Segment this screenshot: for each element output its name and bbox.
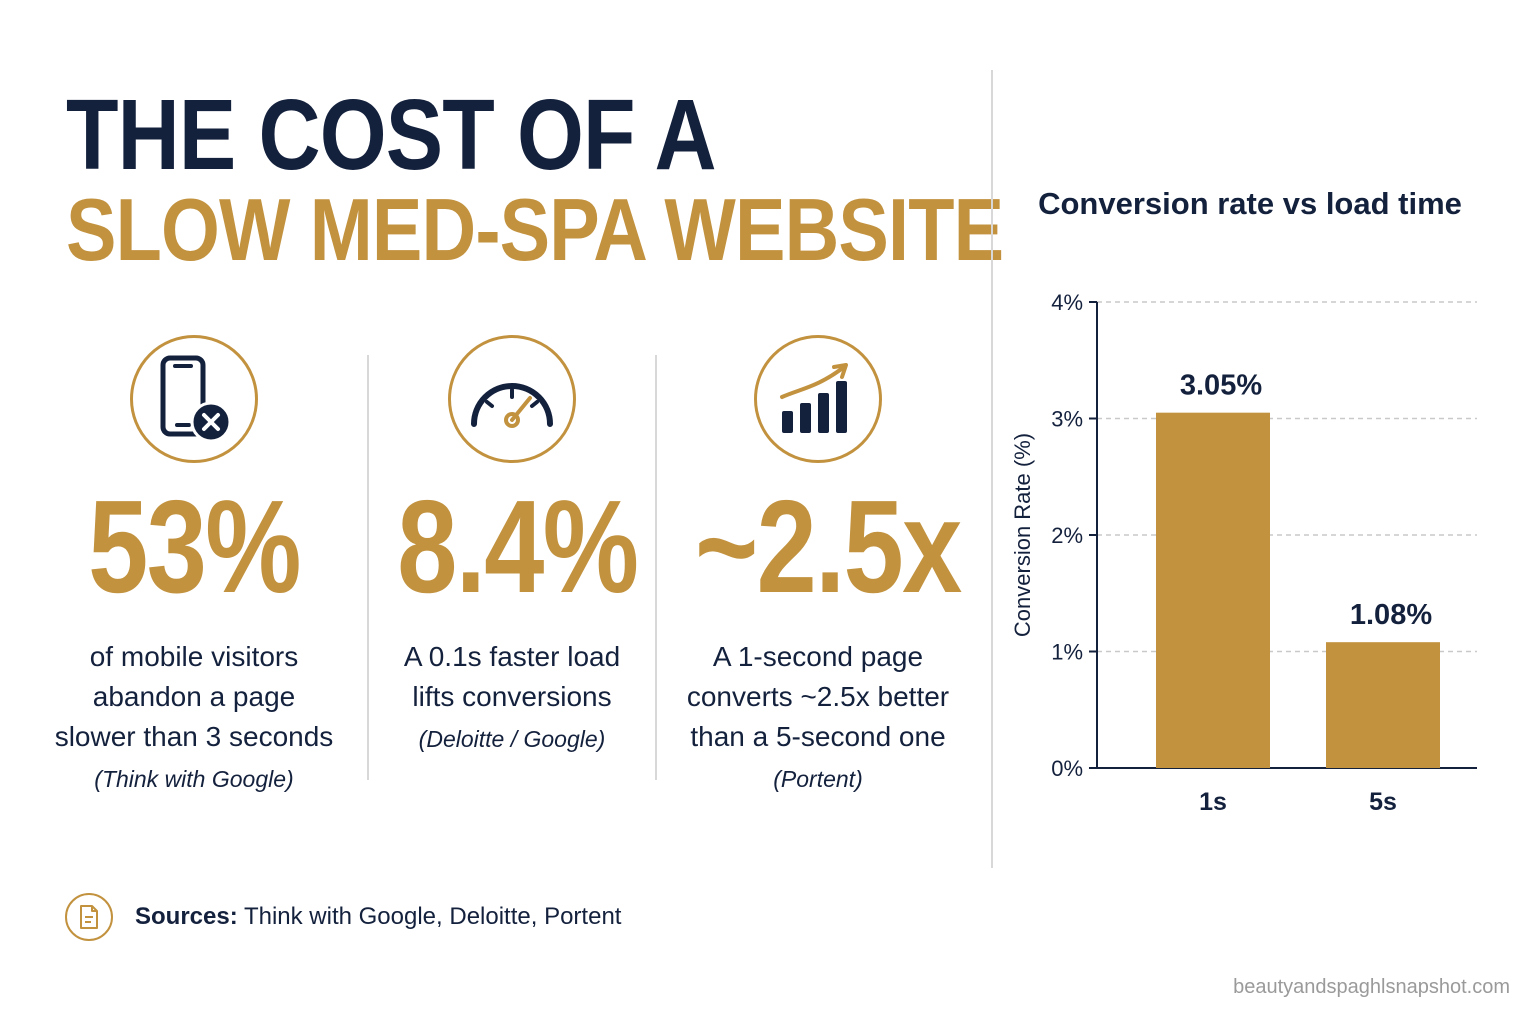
stat-conversion-multiplier: ~2.5x A 1-second page converts ~2.5x bet… bbox=[668, 335, 968, 799]
headline-line-2: SLOW MED-SPA WEBSITE bbox=[66, 180, 1004, 279]
bar-chart: 0% 1% 2% 3% 4% 3.05% 1s 1.08% 5s Conversion Rat… bbox=[1010, 290, 1477, 816]
stat-description: A 1-second page converts ~2.5x better th… bbox=[686, 641, 950, 752]
bar-1s bbox=[1156, 412, 1270, 768]
y-tick-label: 2% bbox=[1051, 523, 1083, 548]
stat-mobile-abandon: 53% of mobile visitors abandon a page sl… bbox=[36, 335, 352, 799]
stat-source: (Portent) bbox=[773, 766, 863, 792]
x-tick-label: 5s bbox=[1369, 788, 1397, 816]
sources-note: Sources: Think with Google, Deloitte, Po… bbox=[135, 903, 621, 931]
y-tick-label: 0% bbox=[1051, 756, 1083, 781]
x-tick-label: 1s bbox=[1199, 788, 1227, 816]
stat-faster-load: 8.4% A 0.1s faster load lifts conversion… bbox=[372, 335, 652, 759]
y-axis-label: Conversion Rate (%) bbox=[1010, 433, 1035, 637]
growth-chart-icon bbox=[754, 335, 882, 463]
y-tick-label: 1% bbox=[1051, 640, 1083, 665]
y-tick-label: 3% bbox=[1051, 407, 1083, 432]
headline-line-1: THE COST OF A bbox=[66, 79, 717, 191]
sources-text: Think with Google, Deloitte, Portent bbox=[237, 903, 622, 930]
stat-description: A 0.1s faster load lifts conversions bbox=[403, 641, 621, 712]
stat-value: ~2.5x bbox=[695, 473, 962, 620]
column-divider bbox=[367, 355, 369, 780]
stat-value: 8.4% bbox=[397, 473, 639, 620]
column-divider bbox=[655, 355, 657, 780]
stat-value: 53% bbox=[88, 473, 301, 620]
stat-source: (Think with Google) bbox=[94, 766, 294, 792]
phone-x-icon bbox=[130, 335, 258, 463]
bar-5s bbox=[1326, 642, 1440, 768]
data-label: 3.05% bbox=[1180, 370, 1262, 402]
y-tick-label: 4% bbox=[1051, 290, 1083, 315]
y-axis-ticks: 0% 1% 2% 3% 4% bbox=[1051, 290, 1097, 781]
watermark: beautyandspaghlsnapshot.com bbox=[1233, 976, 1510, 998]
data-label: 1.08% bbox=[1350, 599, 1432, 631]
stat-source: (Deloitte / Google) bbox=[418, 726, 606, 752]
sources-label: Sources: bbox=[135, 903, 238, 930]
chart-title: Conversion rate vs load time bbox=[1038, 186, 1462, 221]
section-divider bbox=[991, 70, 993, 868]
speedometer-icon bbox=[448, 335, 576, 463]
document-icon bbox=[65, 893, 113, 941]
chart-bars: 3.05% 1s 1.08% 5s bbox=[1156, 370, 1440, 816]
stat-description: of mobile visitors abandon a page slower… bbox=[54, 641, 334, 752]
